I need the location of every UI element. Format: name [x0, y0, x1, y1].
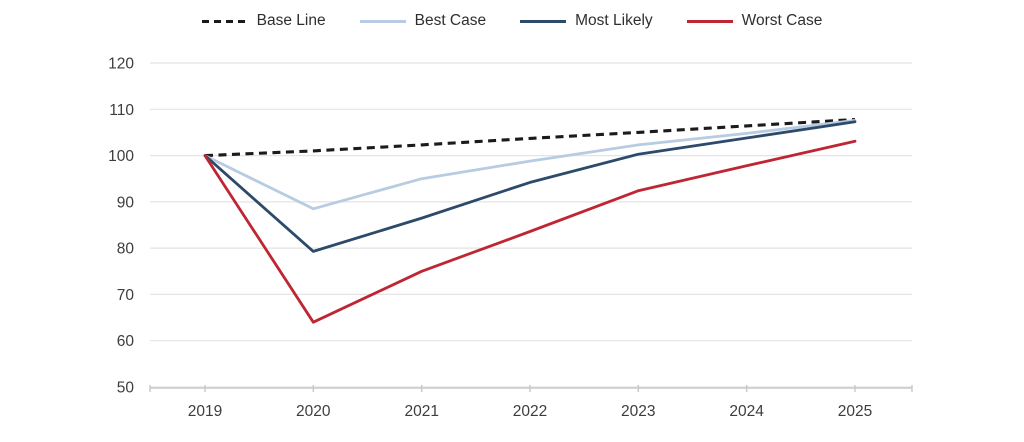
- x-tick-label-2024: 2024: [729, 403, 764, 420]
- x-tick-label-2021: 2021: [404, 403, 438, 420]
- legend-swatch-most-likely-icon: [520, 19, 567, 23]
- legend-label-most-likely: Most Likely: [575, 12, 653, 29]
- legend-swatch-best-case-icon: [359, 19, 406, 23]
- chart-legend: Base Line Best Case Most Likely Worst Ca…: [0, 12, 1024, 30]
- series-line-best-case: [203, 119, 857, 211]
- y-tick-label-70: 70: [117, 287, 135, 304]
- series-line-most-likely: [203, 120, 857, 253]
- y-tick-label-60: 60: [117, 333, 135, 350]
- legend-swatch-worst-case-icon: [686, 19, 733, 23]
- series-line-worst-case: [203, 139, 857, 324]
- legend-item-most-likely: Most Likely: [520, 12, 653, 30]
- x-tick-label-2025: 2025: [838, 403, 872, 420]
- y-tick-label-100: 100: [108, 148, 134, 165]
- series-line-base-line: [204, 117, 856, 158]
- legend-label-worst-case: Worst Case: [741, 12, 823, 29]
- legend-item-best-case: Best Case: [359, 12, 487, 30]
- y-tick-label-50: 50: [117, 380, 135, 397]
- x-tick-label-2023: 2023: [621, 403, 655, 420]
- y-tick-label-80: 80: [117, 241, 135, 258]
- legend-label-base-line: Base Line: [256, 12, 326, 29]
- x-tick-label-2019: 2019: [188, 403, 222, 420]
- legend-swatch-base-line-icon: [201, 19, 248, 23]
- x-tick-label-2022: 2022: [513, 403, 547, 420]
- legend-item-base-line: Base Line: [201, 12, 326, 30]
- legend-label-best-case: Best Case: [414, 12, 487, 29]
- legend-item-worst-case: Worst Case: [686, 12, 823, 30]
- y-tick-label-90: 90: [117, 194, 135, 211]
- x-tick-label-2020: 2020: [296, 403, 331, 420]
- y-tick-label-110: 110: [109, 102, 134, 119]
- y-tick-label-120: 120: [108, 56, 134, 73]
